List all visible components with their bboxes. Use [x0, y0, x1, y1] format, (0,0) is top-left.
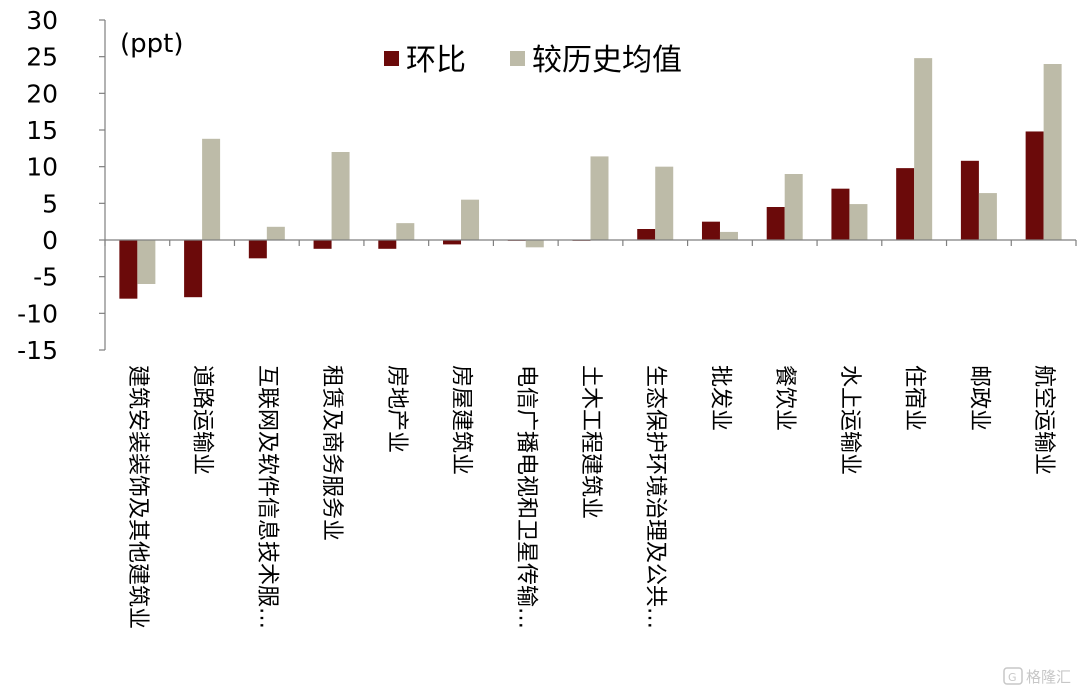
bar-series1-3	[331, 152, 350, 240]
bar-series0-5	[443, 240, 462, 245]
bar-series1-5	[461, 199, 480, 240]
bar-series1-13	[978, 193, 997, 240]
y-tick-label-7: -5	[33, 263, 58, 292]
bar-series0-2	[248, 240, 267, 259]
y-tick-label-2: 20	[26, 79, 58, 108]
y-tick-label-6: 0	[42, 226, 58, 255]
x-category-label-1: 道路运输业	[190, 365, 215, 475]
bar-series1-6	[525, 240, 544, 248]
bar-series1-1	[202, 138, 221, 240]
y-tick-label-1: 25	[26, 43, 58, 72]
axis-layer	[99, 19, 1077, 351]
y-tick-label-8: -10	[17, 299, 58, 328]
y-tick-label-3: 15	[26, 116, 58, 145]
legend-label-mom: 环比	[406, 43, 466, 78]
bar-series1-12	[914, 58, 933, 240]
x-category-label-11: 水上运输业	[837, 365, 862, 475]
x-category-label-3: 租赁及商务服务业	[319, 365, 344, 541]
x-category-label-4: 房地产业	[384, 365, 409, 453]
x-category-label-6: 电信广播电视和卫星传输…	[513, 365, 538, 629]
x-category-label-2: 互联网及软件信息技术服…	[254, 365, 279, 629]
y-tick-label-4: 10	[26, 153, 58, 182]
x-category-label-7: 土木工程建筑业	[578, 365, 603, 519]
bar-series0-12	[896, 168, 915, 240]
x-category-label-14: 航空运输业	[1031, 365, 1056, 475]
y-tick-label-0: 30	[26, 6, 58, 35]
y-tick-labels: 30 25 20 15 10 5 0 -5 -10 -15	[17, 6, 58, 365]
bars-layer	[119, 58, 1062, 299]
legend-label-vs-hist-avg: 较历史均值	[532, 43, 682, 78]
bar-series0-11	[831, 188, 850, 240]
legend-swatch-mom	[384, 51, 399, 66]
bar-series0-1	[184, 240, 203, 298]
x-category-label-12: 住宿业	[902, 365, 927, 431]
y-tick-label-9: -15	[17, 336, 58, 365]
x-category-label-10: 餐饮业	[772, 365, 797, 431]
bar-series0-10	[766, 207, 785, 240]
watermark-text: 格隆汇	[1026, 668, 1071, 686]
bar-series1-7	[590, 156, 609, 240]
bar-series1-9	[719, 231, 738, 240]
y-unit-label: (ppt)	[120, 29, 184, 59]
bar-series1-0	[137, 240, 156, 284]
bar-series1-2	[266, 226, 285, 240]
svg-text:G: G	[1008, 671, 1017, 684]
legend-swatch-vs-hist-avg	[510, 51, 525, 66]
bar-series0-14	[1025, 131, 1044, 240]
x-category-label-13: 邮政业	[966, 365, 991, 431]
bar-series0-8	[637, 229, 656, 240]
y-tick-label-5: 5	[42, 189, 58, 218]
bar-series1-14	[1043, 64, 1062, 240]
legend: 环比 较历史均值	[384, 43, 682, 78]
bar-series0-0	[119, 240, 138, 299]
bar-series1-8	[655, 166, 674, 240]
bar-series1-11	[849, 204, 868, 240]
x-category-label-9: 批发业	[708, 365, 733, 431]
x-category-labels: 建筑安装装饰及其他建筑业 道路运输业 互联网及软件信息技术服… 租赁及商务服务业 房地产…	[125, 365, 1056, 629]
bar-series0-4	[378, 240, 397, 249]
x-category-label-0: 建筑安装装饰及其他建筑业	[125, 365, 150, 629]
bar-series0-9	[701, 221, 720, 240]
x-category-label-5: 房屋建筑业	[449, 365, 474, 475]
watermark-logo: G 格隆汇	[1003, 667, 1071, 686]
x-category-label-8: 生态保护环境治理及公共…	[643, 365, 668, 629]
bar-series1-4	[396, 223, 415, 240]
bar-series0-3	[313, 240, 332, 249]
bar-series0-13	[960, 160, 979, 240]
bar-series1-10	[784, 174, 803, 240]
